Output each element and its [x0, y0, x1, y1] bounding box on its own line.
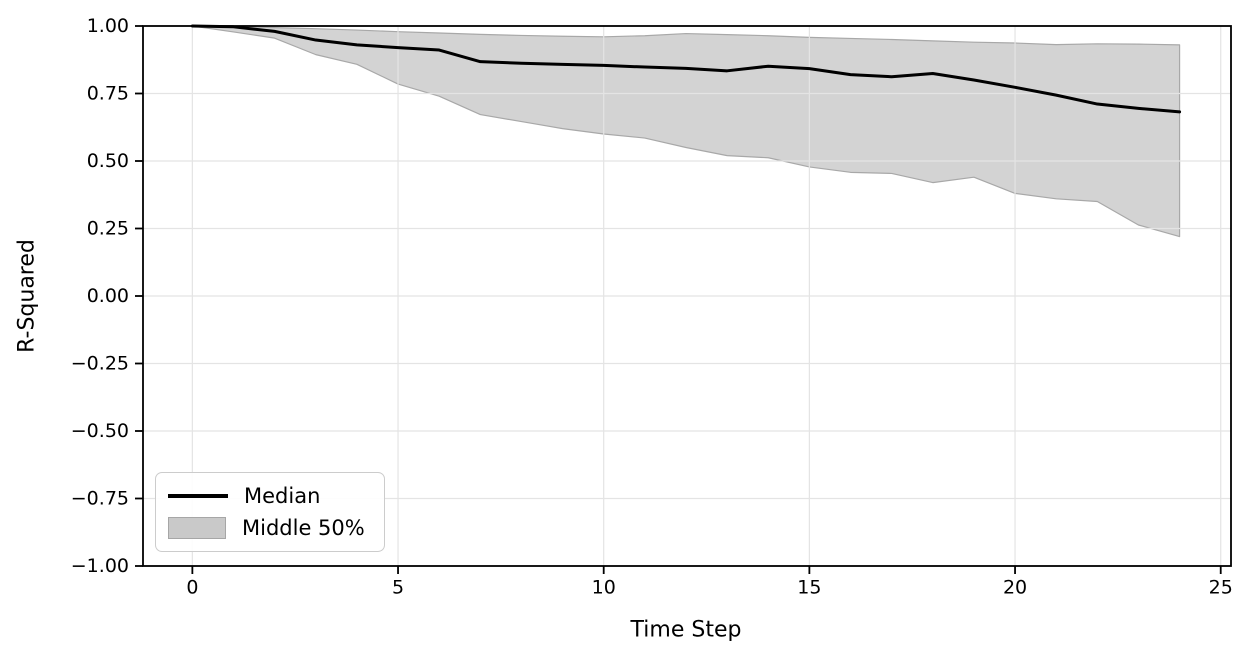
y-tick-label: −0.50: [71, 420, 129, 442]
median-line-swatch: [168, 494, 228, 498]
x-tick-label: 15: [797, 577, 821, 599]
y-tick-label: −0.75: [71, 488, 129, 510]
median-line: [190, 24, 1182, 114]
y-tick-label: 0.00: [87, 285, 129, 307]
legend: Median Middle 50%: [155, 472, 385, 552]
x-tick-label: 25: [1209, 577, 1233, 599]
legend-label-median: Median: [244, 484, 321, 508]
middle50-patch-swatch: [168, 517, 226, 539]
x-tick-label: 20: [1003, 577, 1027, 599]
legend-label-middle50: Middle 50%: [242, 516, 365, 540]
y-axis-title: R-Squared: [14, 239, 40, 353]
y-tick-label: 0.50: [87, 150, 129, 172]
x-tick-label: 0: [186, 577, 198, 599]
legend-item-median: Median: [168, 484, 372, 508]
x-tick-label: 5: [392, 577, 404, 599]
y-tick-label: −0.25: [71, 353, 129, 375]
middle50-band-area: [191, 25, 1181, 238]
y-tick-label: −1.00: [71, 555, 129, 577]
x-axis-title: Time Step: [630, 617, 742, 643]
y-tick-label: 1.00: [87, 15, 129, 37]
legend-item-middle50: Middle 50%: [168, 516, 372, 540]
y-tick-label: 0.75: [87, 83, 129, 105]
y-tick-label: 0.25: [87, 218, 129, 240]
x-tick-label: 10: [592, 577, 616, 599]
